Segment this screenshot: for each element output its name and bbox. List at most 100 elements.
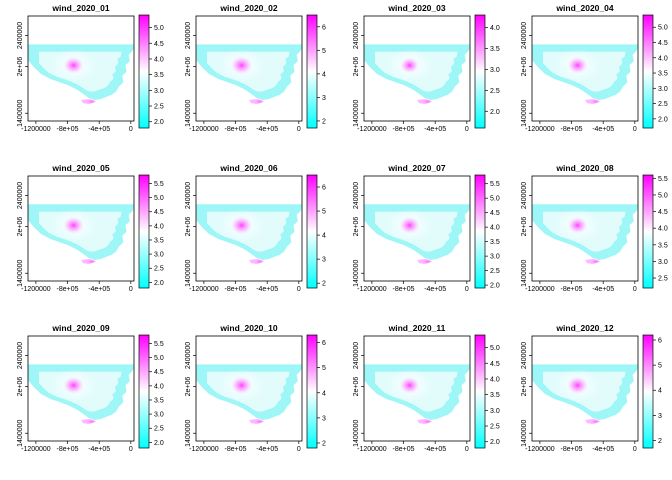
colorbar-tick-label: 2.0 xyxy=(490,439,500,446)
colorbar xyxy=(306,334,318,449)
panel-wind_2020_01: wind_2020_01 -1200000 -8e+05 -4e+05 0 1400000… xyxy=(17,3,164,133)
x-tick-label: -8e+05 xyxy=(393,286,415,293)
colorbar-tick-label: 3 xyxy=(322,415,326,422)
map-raster xyxy=(364,204,470,265)
map-raster xyxy=(364,44,470,105)
y-tick-label: 2e+06 xyxy=(353,217,360,237)
plot-frame xyxy=(27,335,135,442)
y-tick-label: 1400000 xyxy=(17,259,24,286)
x-tick-label: -1200000 xyxy=(525,446,555,453)
panel-wind_2020_12: wind_2020_12 -1200000 -8e+05 -4e+05 0 1400000… xyxy=(521,323,662,453)
plot-frame xyxy=(531,335,639,442)
x-tick-label: -8e+05 xyxy=(225,286,247,293)
tail-core xyxy=(590,419,601,424)
colorbar-tick-label: 3.0 xyxy=(658,86,668,93)
colorbar xyxy=(474,334,486,449)
colorbar-tick-label: 3.0 xyxy=(490,408,500,415)
x-tick-label: -8e+05 xyxy=(561,286,583,293)
panel-title: wind_2020_02 xyxy=(219,3,277,13)
colorbar-tick-label: 4.0 xyxy=(658,226,668,233)
y-tick-label: 2400000 xyxy=(185,22,192,49)
colorbar-tick-label: 4.0 xyxy=(154,223,164,230)
high-wind-core xyxy=(62,56,85,75)
plot-frame xyxy=(27,175,135,282)
colorbar-tick-label: 3 xyxy=(322,95,326,102)
panel-title: wind_2020_09 xyxy=(51,323,109,333)
colorbar-tick-label: 2.5 xyxy=(154,266,164,273)
y-tick-label: 1400000 xyxy=(185,99,192,126)
map-raster xyxy=(28,204,134,265)
colorbar-tick-label: 5.5 xyxy=(154,181,164,188)
panel-wind_2020_06: wind_2020_06 -1200000 -8e+05 -4e+05 0 1400000… xyxy=(185,163,326,293)
high-wind-core xyxy=(566,56,589,75)
tail-core xyxy=(86,419,97,424)
y-tick-label: 1400000 xyxy=(521,99,528,126)
colorbar xyxy=(642,334,654,449)
colorbar xyxy=(306,174,318,289)
colorbar-tick-label: 3.5 xyxy=(490,392,500,399)
high-wind-core xyxy=(62,375,85,395)
x-tick-label: -1200000 xyxy=(357,446,387,453)
colorbar-tick-label: 4.5 xyxy=(490,361,500,368)
plot-frame xyxy=(531,15,639,122)
colorbar-tick-label: 5.5 xyxy=(490,181,500,188)
y-tick-label: 1400000 xyxy=(353,99,360,126)
map-raster xyxy=(196,44,302,105)
colorbar-tick-label: 2.0 xyxy=(490,283,500,290)
colorbar-tick-label: 2.5 xyxy=(490,268,500,275)
colorbar-tick-label: 2.5 xyxy=(658,276,668,283)
high-wind-core xyxy=(399,56,420,75)
panel-title: wind_2020_07 xyxy=(387,163,445,173)
x-tick-label: -4e+05 xyxy=(592,446,614,453)
y-tick-label: 2400000 xyxy=(521,182,528,209)
colorbar-tick-label: 4.5 xyxy=(154,41,164,48)
x-tick-label: -8e+05 xyxy=(393,446,415,453)
y-tick-label: 2400000 xyxy=(17,182,24,209)
y-tick-label: 2e+06 xyxy=(185,57,192,77)
tail-core xyxy=(422,419,433,424)
colorbar-tick-label: 3.5 xyxy=(154,72,164,79)
x-tick-label: 0 xyxy=(465,126,469,133)
colorbar-tick-label: 5 xyxy=(658,363,662,370)
y-tick-label: 2e+06 xyxy=(521,217,528,237)
colorbar-tick-label: 3.5 xyxy=(154,237,164,244)
colorbar-tick-label: 4 xyxy=(658,388,662,395)
x-tick-label: -4e+05 xyxy=(256,126,278,133)
x-tick-label: -8e+05 xyxy=(57,286,79,293)
y-tick-label: 1400000 xyxy=(185,419,192,446)
x-tick-label: -4e+05 xyxy=(424,286,446,293)
x-tick-label: -4e+05 xyxy=(88,126,110,133)
plot-frame xyxy=(195,335,303,442)
map-raster xyxy=(532,204,638,265)
colorbar-tick-label: 3 xyxy=(322,257,326,264)
plot-frame xyxy=(363,15,471,122)
x-tick-label: 0 xyxy=(633,286,637,293)
x-tick-label: -1200000 xyxy=(189,286,219,293)
y-tick-label: 1400000 xyxy=(353,419,360,446)
panel-title: wind_2020_11 xyxy=(388,323,446,333)
x-tick-label: 0 xyxy=(129,286,133,293)
colorbar-tick-label: 3.0 xyxy=(490,254,500,261)
colorbar-tick-label: 2 xyxy=(322,440,326,447)
colorbar-tick-label: 3.0 xyxy=(154,88,164,95)
colorbar-tick-label: 2.5 xyxy=(490,88,500,95)
colorbar-tick-label: 5 xyxy=(322,365,326,372)
panel-title: wind_2020_06 xyxy=(219,163,277,173)
tail-core xyxy=(422,259,433,264)
colorbar-tick-label: 5.0 xyxy=(658,192,668,199)
x-tick-label: -4e+05 xyxy=(424,446,446,453)
plot-frame xyxy=(363,175,471,282)
x-tick-label: -1200000 xyxy=(525,126,555,133)
colorbar-tick-label: 3.0 xyxy=(490,67,500,74)
y-tick-label: 1400000 xyxy=(521,259,528,286)
colorbar-tick-label: 2.5 xyxy=(154,104,164,111)
panel-wind_2020_07: wind_2020_07 -1200000 -8e+05 -4e+05 0 1400000… xyxy=(353,163,500,293)
x-tick-label: -8e+05 xyxy=(57,126,79,133)
tail-core xyxy=(254,259,265,264)
x-tick-label: -1200000 xyxy=(357,286,387,293)
colorbar-tick-label: 4.5 xyxy=(490,210,500,217)
x-tick-label: -8e+05 xyxy=(393,126,415,133)
colorbar-tick-label: 2 xyxy=(658,438,662,445)
x-tick-label: 0 xyxy=(633,126,637,133)
colorbar-tick-label: 3.5 xyxy=(658,71,668,78)
